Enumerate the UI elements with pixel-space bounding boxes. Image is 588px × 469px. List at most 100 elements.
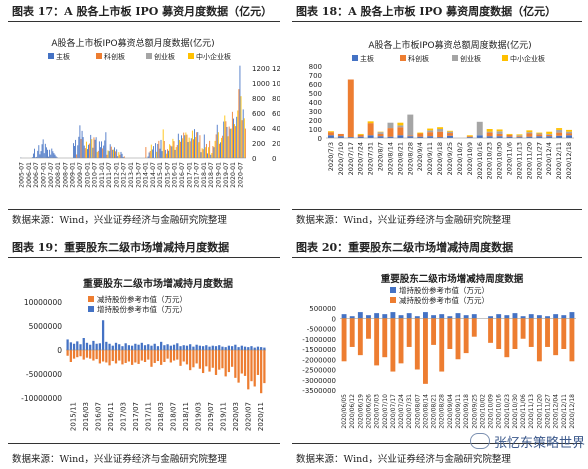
chart-17-xtick: 2013-01 <box>128 162 135 188</box>
chart-18-bar-主板 <box>466 137 473 138</box>
chart-19-bar-increase <box>224 347 227 350</box>
chart-18-xtick: 2020/8/21 <box>396 142 404 175</box>
chart-17-bar <box>201 148 203 158</box>
chart-17-ytick-right: 120 <box>272 65 280 73</box>
chart-19-xtick: 2017/07 <box>132 402 140 431</box>
chart-18-bar-主板 <box>357 136 364 138</box>
chart-17-bar <box>159 148 161 158</box>
chart-20-bar-reduce <box>398 318 404 364</box>
chart-17-bar <box>178 140 180 159</box>
chart-19-bar-increase <box>124 343 127 350</box>
chart-17-bar <box>111 149 113 159</box>
chart-17-bar <box>78 136 80 159</box>
chart-17-bar <box>231 111 233 158</box>
chart-20-xtick: 2020/11/06 <box>520 394 527 429</box>
chart-19-title: 重要股东二级市场增减持月度数据 <box>83 277 233 290</box>
title-rule-18 <box>292 21 582 22</box>
chart-19-bar-increase <box>147 344 150 350</box>
chart-18-bar-科创板 <box>327 132 334 136</box>
chart-17-bar <box>97 150 99 158</box>
chart-18-xtick: 2020/7/10 <box>337 142 345 175</box>
chart-17-bar <box>31 157 33 158</box>
chart-19-bar-reduce <box>166 350 169 359</box>
chart-17-bar <box>121 153 123 158</box>
chart-18-xtick: 2020/7/24 <box>357 142 365 175</box>
chart-19-bar-increase <box>263 347 266 350</box>
chart-17-bar <box>208 147 210 158</box>
chart-19-bar-increase <box>227 345 231 350</box>
chart-17-bar <box>213 147 215 158</box>
chart-17-bar <box>194 129 195 158</box>
chart-19-legend-label: 减持股份参考市值（万元） <box>97 294 187 304</box>
chart-19-bar-reduce <box>195 350 198 364</box>
chart-17-xtick: 2006-07 <box>33 162 40 188</box>
source-19: 数据来源：Wind，兴业证券经济与金融研究院整理 <box>12 454 227 465</box>
chart-19-xtick: 2020/03 <box>232 402 240 431</box>
chart-19-ytick: 10000000 <box>24 298 62 307</box>
chart-17-xtick: 2006-01 <box>26 162 33 188</box>
chart-17-bar <box>36 156 38 158</box>
chart-17-ytick-right: 0 <box>272 155 276 163</box>
chart-17-xtick: 2008-07 <box>62 162 69 188</box>
chart-20-bar-reduce <box>374 318 380 366</box>
chart-18-bar-创业板 <box>447 131 453 134</box>
chart-20-bar-reduce <box>439 318 445 372</box>
chart-17-bar <box>108 151 110 158</box>
chart-18-legend-swatch <box>502 55 508 61</box>
chart-20-bar-increase <box>528 314 534 319</box>
chart-19-bar-reduce <box>163 350 166 362</box>
chart-20-ytick: 500000 <box>309 305 336 313</box>
chart-19-bar-increase <box>234 344 237 350</box>
chart-17-bar <box>200 152 202 158</box>
chart-20-bar-increase <box>520 316 526 319</box>
chart-18-title: A股各上市板IPO募资总额周度数据(亿元) <box>368 39 531 51</box>
chart-18-bar-创业板 <box>546 133 553 135</box>
chart-20-bar-increase <box>366 315 371 319</box>
chart-19-bar-increase <box>163 345 166 350</box>
chart-20-bar-reduce <box>536 318 542 362</box>
chart-20-bar-increase <box>398 315 404 319</box>
chart-20-bar-reduce <box>504 318 510 358</box>
chart-18-bar-主板 <box>506 136 513 138</box>
chart-17-bar <box>177 133 179 158</box>
chart-19-bar-reduce <box>189 350 192 371</box>
chart-17-bar <box>42 139 44 158</box>
chart-18-bar-主板 <box>536 136 543 138</box>
panel-title-18: 图表 18：A 股各上市板 IPO 募资周度数据（亿元） <box>296 5 557 18</box>
chart-18-bar-科创板 <box>536 134 543 137</box>
chart-18-xtick: 2020/10/2 <box>456 142 464 175</box>
chart-18-bar-主板 <box>407 136 414 138</box>
chart-19-xtick: 2017/03 <box>119 402 127 431</box>
chart-18-xtick: 2020/10/9 <box>466 142 474 175</box>
chart-20-bar-increase <box>406 313 412 319</box>
chart-19-bar-reduce <box>111 350 114 362</box>
chart-19-xtick: 2016/03 <box>82 402 90 431</box>
chart-17-ytick-left: 0 <box>252 155 256 163</box>
chart-17-bar <box>168 150 170 158</box>
chart-18-bar-科创板 <box>407 135 414 137</box>
chart-19-bar-increase <box>166 344 169 350</box>
chart-17-bar <box>79 125 81 158</box>
chart-17-bar <box>164 149 166 158</box>
chart-17-bar <box>96 152 98 158</box>
chart-17-bar <box>217 132 219 159</box>
chart-20-bar-increase <box>390 312 396 319</box>
chart-17-bar <box>215 134 217 159</box>
chart-19-bar-reduce <box>82 350 85 360</box>
chart-17-ytick-right: 60 <box>272 110 280 118</box>
chart-19-bar-increase <box>182 345 185 350</box>
chart-20-bar-reduce <box>455 318 461 360</box>
chart-19-bar-reduce <box>92 350 95 361</box>
chart-17-bar <box>147 156 149 158</box>
chart-20-xtick: 2020/07/24 <box>398 394 405 429</box>
chart-19-xtick: 2019/03 <box>194 402 202 431</box>
chart-17-bar <box>102 148 104 158</box>
chart-17-bar <box>170 145 172 158</box>
chart-17-bar <box>55 156 57 158</box>
chart-20-bar-reduce <box>553 318 559 356</box>
chart-17-bar <box>189 141 191 158</box>
chart-18-bar-主板 <box>566 135 573 138</box>
chart-19-bar-increase <box>150 345 153 350</box>
chart-19-bar-increase <box>131 345 134 350</box>
chart-17-legend-label: 中小企业板 <box>196 52 231 61</box>
